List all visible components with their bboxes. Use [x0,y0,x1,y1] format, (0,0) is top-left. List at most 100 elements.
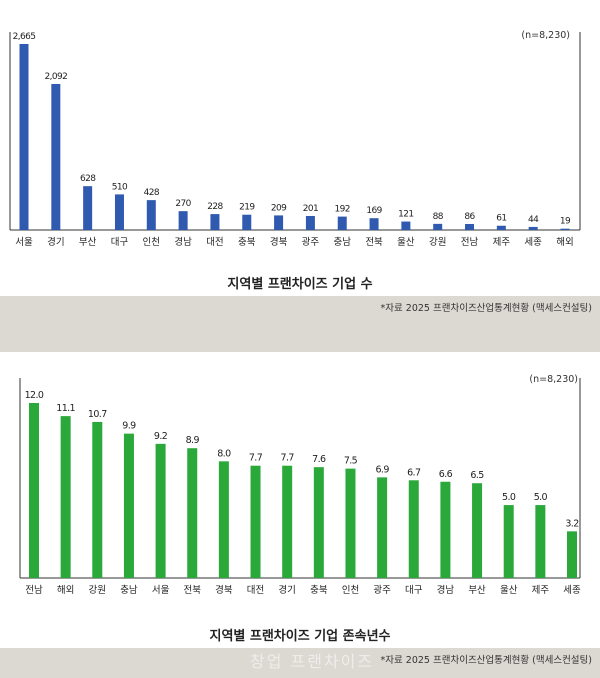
x-tick-label: 경북 [270,236,288,248]
x-tick-label: 광주 [302,236,320,248]
bar [528,226,538,230]
x-tick-label: 광주 [373,584,391,596]
bar [178,211,188,230]
x-tick-label: 경기 [278,584,295,596]
x-tick-label: 울산 [500,585,518,596]
bar [282,465,293,578]
bar [377,477,388,578]
data-label: 201 [303,204,318,214]
x-tick-label: 울산 [397,237,415,248]
data-label: 86 [464,212,475,222]
x-tick-label: 경남 [174,236,192,248]
x-tick-label: 강원 [89,585,106,596]
bar [155,443,166,578]
bar [123,433,134,578]
data-label: 270 [175,199,191,209]
data-label: 219 [239,203,255,213]
bar [345,468,356,578]
data-label: 88 [433,212,444,222]
bar [146,200,156,230]
footer-band [0,648,600,678]
bar [187,448,198,578]
bar [305,215,315,230]
watermark-text: 창업 프랜차이즈 [250,652,375,671]
data-label: 6.9 [375,464,389,475]
bar [83,186,93,230]
bar [210,214,220,230]
bar [19,44,29,230]
data-label: 7.7 [249,453,263,464]
x-tick-label: 서울 [152,585,170,596]
x-tick-label: 인천 [342,585,359,596]
x-tick-label: 경북 [215,584,233,596]
bar [433,223,443,230]
data-label: 44 [528,215,539,225]
bar [472,483,483,578]
x-tick-label: 대전 [247,585,264,596]
data-label: 6.6 [439,469,453,480]
x-tick-label: 충남 [333,237,351,248]
x-tick-label: 전북 [183,585,201,596]
bar [242,214,252,230]
bar [92,421,103,578]
x-tick-label: 충남 [120,585,138,596]
x-tick-label: 대전 [206,237,223,248]
separator-band [0,296,600,352]
x-tick-label: 부산 [79,237,97,248]
x-tick-label: 대구 [405,585,423,596]
sample-size-note: (n=8,230) [529,374,578,385]
data-label: 11.1 [56,403,75,414]
bar [29,403,39,578]
bar [567,531,577,578]
bar [218,461,229,578]
data-label: 2,092 [44,72,67,82]
x-tick-label: 충북 [310,585,328,596]
data-label: 169 [366,206,382,216]
x-tick-label: 전북 [365,237,383,248]
bar [274,215,284,230]
bar [503,505,514,578]
data-label: 428 [144,188,160,198]
bar-chart-franchise-duration: 12.0 전남 11.1 해외 10.7 강원 9.9 충남 9.2 서울 8.9 전북 8.0 경북 7.… [19,378,581,596]
x-tick-label: 해외 [556,236,573,248]
x-tick-label: 부산 [468,585,486,596]
data-label: 121 [398,210,413,220]
bar [535,505,546,578]
x-tick-label: 강원 [429,237,446,248]
bar [369,218,379,230]
data-label: 6.7 [407,467,421,478]
bar [250,465,261,578]
x-tick-label: 충북 [238,237,256,248]
data-label: 510 [112,182,128,192]
data-label: 2,665 [13,32,36,42]
source-note: *자료 2025 프랜차이즈산업통계현황 (맥세스컨설팅) [380,303,592,314]
data-label: 61 [496,214,506,224]
data-label: 9.2 [154,431,168,442]
x-tick-label: 인천 [143,237,160,248]
bar [401,221,411,230]
data-label: 7.5 [344,456,358,467]
data-label: 5.0 [502,492,516,503]
bar [440,481,451,578]
chart-title: 지역별 프랜차이즈 기업 존속년수 [209,629,391,644]
x-tick-label: 세종 [563,585,581,596]
bar [114,194,124,230]
bar-chart-franchise-count: 2,665 서울 2,092 경기 628 부산 510 대구 428 인천 270 경남 228 대전 2… [9,32,581,248]
bar [51,83,61,230]
data-label: 12.0 [25,390,44,401]
data-label: 19 [560,217,571,227]
bar [313,467,324,578]
bar [60,416,71,578]
bar [465,223,475,230]
x-tick-label: 세종 [524,237,542,248]
data-label: 192 [335,205,350,215]
x-tick-label: 제주 [493,237,511,248]
data-label: 7.6 [312,454,326,465]
data-label: 9.9 [122,421,136,432]
bar [337,216,347,230]
x-tick-label: 경남 [437,584,455,596]
data-label: 6.5 [470,470,484,481]
sample-size-note: (n=8,230) [521,30,570,41]
data-label: 228 [207,202,223,212]
data-label: 209 [271,203,287,213]
